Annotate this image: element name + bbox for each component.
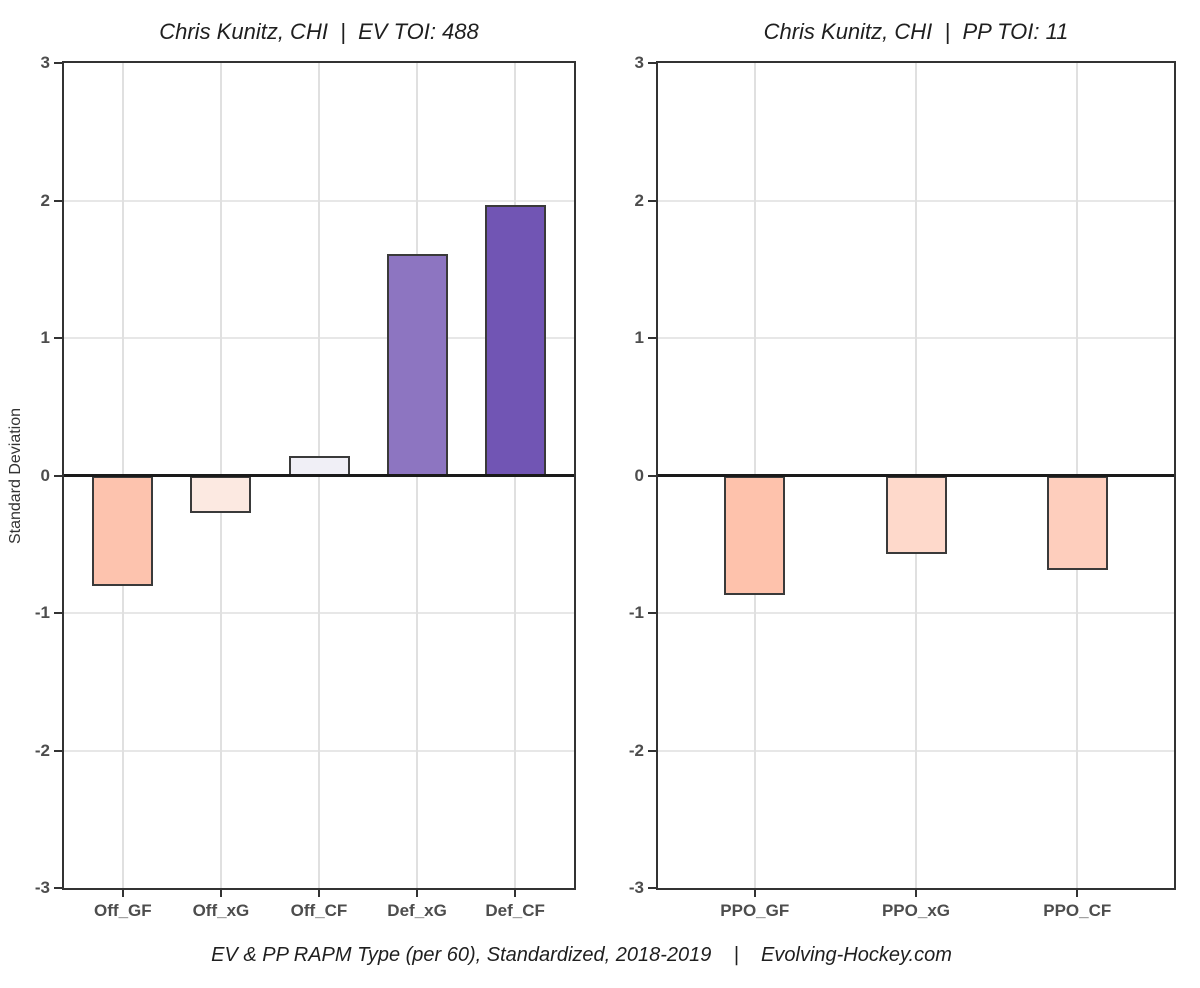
y-tick-mark: [648, 887, 656, 889]
x-tick-mark: [514, 890, 517, 897]
y-tick-mark: [54, 199, 62, 202]
x-tick-mark: [318, 890, 320, 897]
x-tick-label: Def_xG: [387, 901, 447, 920]
y-tick-label: -3: [628, 878, 644, 897]
x-tick-label: PPO_CF: [1043, 901, 1112, 920]
y-tick-label: -2: [34, 740, 50, 760]
bar-Def_xG: [386, 254, 448, 476]
zero-line: [658, 474, 1174, 477]
y-tick-mark: [54, 612, 62, 614]
y-tick-mark: [648, 749, 656, 752]
bar-PPO_xG: [885, 475, 947, 554]
ev-panel-title: Chris Kunitz, CHI | EV TOI: 488: [159, 19, 479, 44]
y-tick-label: 1: [634, 328, 644, 347]
y-tick-mark: [54, 62, 62, 64]
x-tick-mark: [1076, 890, 1079, 897]
y-tick-mark: [54, 337, 62, 339]
x-tick-label: Def_CF: [485, 901, 545, 920]
y-tick-label: -3: [34, 878, 50, 897]
x-tick-label: Off_xG: [192, 901, 250, 920]
x-tick-mark: [915, 890, 917, 897]
x-tick-mark: [416, 890, 419, 897]
bar-PPO_CF: [1046, 475, 1108, 571]
pp-chart-panel: 3 2 1 0 -1 -2 -3 PPO_GF PPO_xG PPO_CF: [629, 53, 1176, 920]
pp-panel-title: Chris Kunitz, CHI | PP TOI: 11: [763, 19, 1069, 44]
x-tick-mark: [121, 890, 124, 897]
y-tick-label: 3: [40, 53, 50, 72]
x-tick-mark: [753, 890, 756, 897]
y-tick-mark: [648, 62, 656, 64]
y-tick-mark: [54, 749, 62, 752]
bar-Def_CF: [484, 204, 546, 476]
x-tick-label: Off_CF: [290, 901, 348, 920]
y-tick-label: -2: [628, 740, 644, 760]
x-tick-label: PPO_GF: [720, 901, 790, 920]
y-tick-mark: [54, 474, 62, 477]
y-tick-mark: [648, 337, 656, 339]
y-tick-mark: [648, 474, 656, 477]
ev-chart-panel: 3 2 1 0 -1 -2 -3 Off_GF Off_xG Off_CF Def_xG Def_CF: [35, 53, 576, 920]
bar-Off_GF: [92, 475, 154, 586]
x-tick-mark: [219, 890, 222, 897]
y-tick-mark: [54, 887, 62, 889]
x-tick-label: PPO_xG: [881, 901, 951, 920]
y-tick-label: -1: [628, 603, 644, 622]
bar-Off_xG: [190, 475, 252, 513]
y-tick-label: 1: [40, 328, 50, 347]
y-tick-mark: [648, 612, 656, 614]
y-tick-label: 0: [634, 465, 644, 485]
y-tick-label: 0: [40, 465, 50, 485]
figure-caption: EV & PP RAPM Type (per 60), Standardized…: [211, 944, 952, 966]
y-tick-label: 3: [634, 53, 644, 72]
bar-PPO_GF: [724, 475, 786, 596]
y-tick-label: 2: [634, 190, 644, 210]
zero-line: [64, 474, 574, 477]
y-tick-mark: [648, 199, 656, 202]
y-tick-label: -1: [34, 603, 50, 622]
bar-Off_CF: [288, 456, 350, 476]
y-tick-label: 2: [40, 190, 50, 210]
x-tick-label: Off_GF: [94, 901, 152, 920]
